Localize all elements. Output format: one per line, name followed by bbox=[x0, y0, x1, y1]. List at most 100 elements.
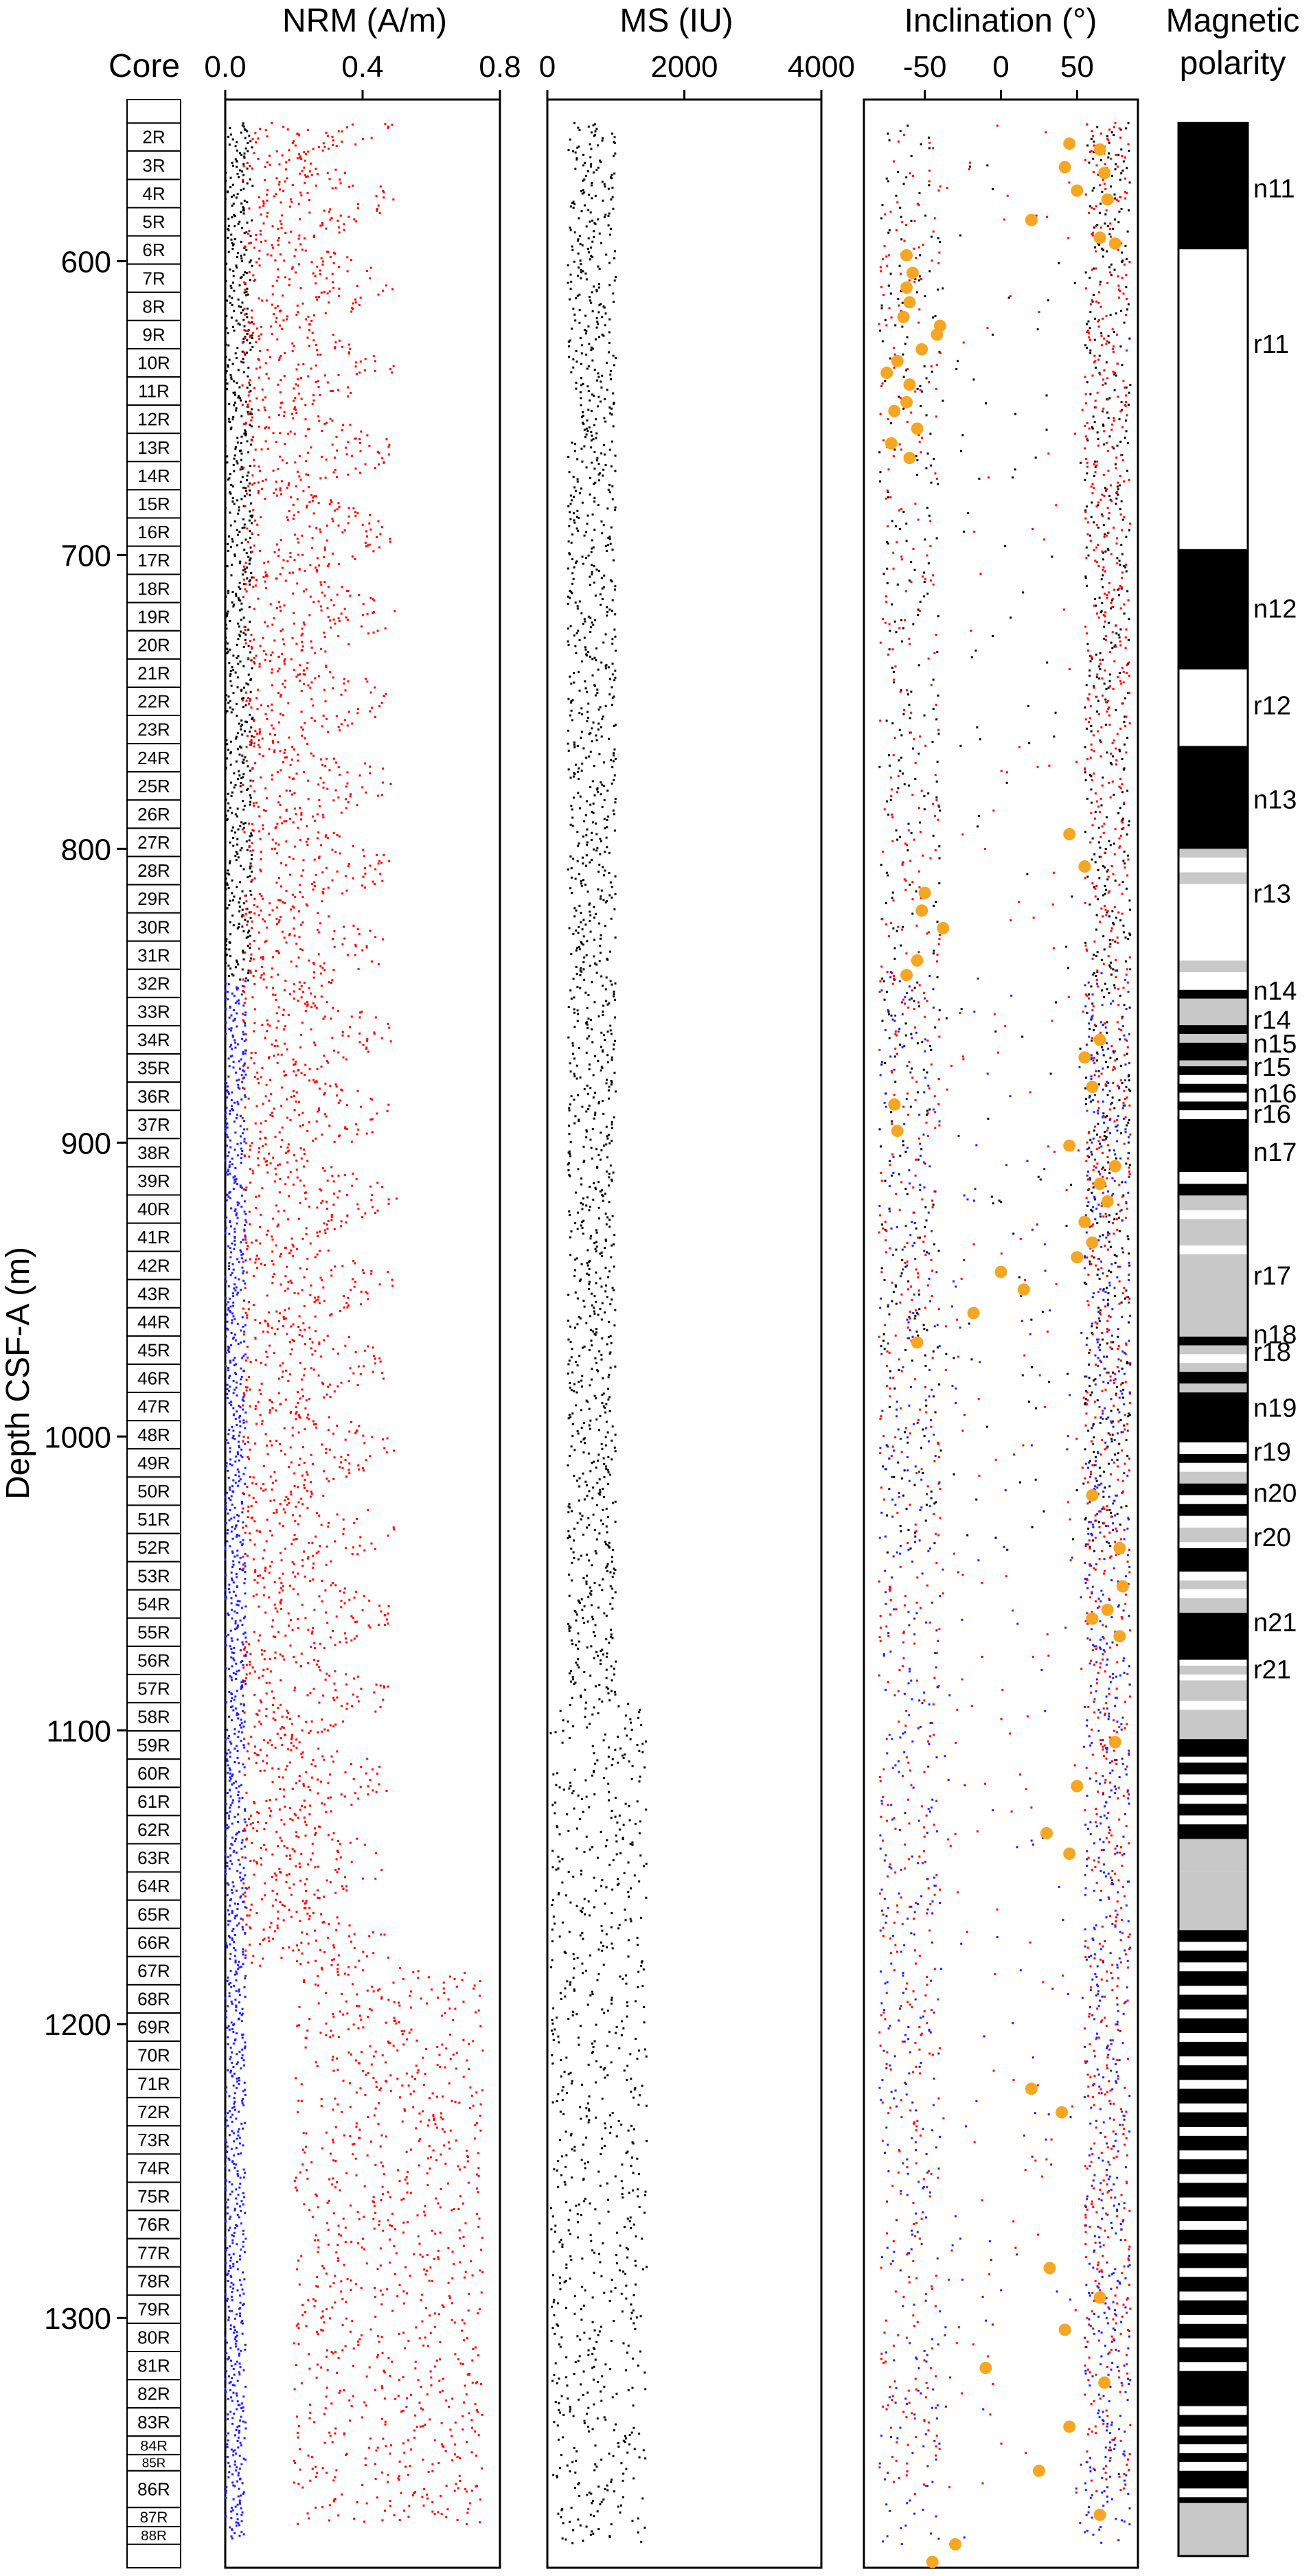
nrm-point bbox=[279, 1502, 282, 1505]
nrm-point bbox=[293, 997, 295, 1000]
nrm-point bbox=[241, 124, 244, 127]
core-box bbox=[126, 2407, 181, 2437]
nrm-point bbox=[354, 301, 357, 303]
nrm-point bbox=[262, 972, 265, 975]
nrm-point bbox=[230, 1251, 233, 1254]
nrm-point bbox=[302, 621, 305, 624]
nrm-point bbox=[421, 2320, 424, 2323]
nrm-point bbox=[236, 1217, 239, 1219]
nrm-point bbox=[351, 123, 354, 126]
nrm-point bbox=[351, 306, 354, 309]
nrm-point bbox=[242, 206, 244, 209]
nrm-point bbox=[362, 1269, 365, 1272]
nrm-point bbox=[235, 1071, 238, 1074]
core-label: 51R bbox=[137, 1509, 170, 1530]
nrm-point bbox=[243, 232, 246, 235]
nrm-point bbox=[318, 1666, 321, 1668]
nrm-point bbox=[240, 1500, 243, 1503]
nrm-point bbox=[299, 1046, 302, 1049]
nrm-point bbox=[297, 2323, 299, 2325]
nrm-point bbox=[227, 1057, 230, 1060]
nrm-point bbox=[252, 274, 255, 277]
nrm-point bbox=[377, 2122, 380, 2125]
nrm-point bbox=[274, 1747, 277, 1749]
nrm-point bbox=[227, 1285, 230, 1288]
nrm-point bbox=[317, 1298, 319, 1301]
nrm-point bbox=[230, 1404, 233, 1407]
nrm-point bbox=[264, 713, 267, 715]
nrm-point bbox=[244, 1049, 247, 1052]
nrm-point bbox=[364, 872, 367, 875]
nrm-point bbox=[447, 1998, 450, 2001]
nrm-point bbox=[344, 1127, 347, 1130]
nrm-point bbox=[442, 2378, 445, 2380]
nrm-point bbox=[242, 632, 245, 634]
nrm-point bbox=[405, 2038, 408, 2040]
nrm-point bbox=[327, 1429, 330, 1431]
nrm-point bbox=[234, 1482, 237, 1484]
nrm-point bbox=[265, 372, 268, 375]
nrm-point bbox=[288, 855, 291, 858]
nrm-point bbox=[293, 1472, 296, 1475]
nrm-point bbox=[238, 305, 240, 308]
nrm-point bbox=[240, 481, 242, 483]
nrm-point bbox=[229, 492, 232, 495]
nrm-point bbox=[330, 1269, 333, 1272]
nrm-point bbox=[251, 550, 253, 553]
nrm-point bbox=[321, 224, 324, 227]
nrm-point bbox=[297, 1572, 299, 1575]
nrm-point bbox=[279, 1255, 282, 1258]
nrm-point bbox=[245, 746, 248, 748]
nrm-point bbox=[273, 1045, 276, 1048]
nrm-point bbox=[468, 2068, 470, 2071]
nrm-point bbox=[245, 900, 248, 903]
nrm-point bbox=[241, 384, 244, 387]
nrm-point bbox=[284, 658, 286, 660]
nrm-point bbox=[258, 1709, 261, 1712]
nrm-point bbox=[225, 1574, 227, 1576]
nrm-point bbox=[240, 1142, 242, 1145]
nrm-point bbox=[242, 823, 245, 825]
nrm-point bbox=[354, 437, 356, 440]
nrm-point bbox=[248, 606, 251, 608]
nrm-point bbox=[343, 1295, 345, 1298]
nrm-point bbox=[306, 1129, 309, 1132]
nrm-point bbox=[462, 2235, 465, 2238]
nrm-point bbox=[330, 1313, 333, 1315]
nrm-point bbox=[334, 1644, 337, 1646]
nrm-point bbox=[367, 1509, 369, 1512]
nrm-point bbox=[245, 1379, 248, 1381]
core-label: 77R bbox=[137, 2242, 170, 2263]
nrm-point bbox=[263, 1769, 266, 1772]
nrm-point bbox=[464, 2270, 467, 2273]
nrm-point bbox=[227, 702, 230, 704]
nrm-point bbox=[319, 531, 322, 533]
nrm-point bbox=[236, 714, 238, 717]
nrm-point bbox=[349, 424, 352, 426]
nrm-point bbox=[289, 1644, 292, 1647]
nrm-point bbox=[256, 1862, 259, 1865]
nrm-point bbox=[255, 1258, 258, 1261]
nrm-point bbox=[320, 1355, 323, 1358]
nrm-point bbox=[313, 881, 316, 884]
nrm-point bbox=[323, 2441, 326, 2444]
nrm-point bbox=[451, 2397, 454, 2400]
nrm-point bbox=[323, 689, 326, 691]
nrm-point bbox=[330, 217, 333, 220]
nrm-point bbox=[277, 1223, 280, 1226]
nrm-point bbox=[241, 170, 244, 173]
nrm-point bbox=[278, 1591, 281, 1594]
nrm-point bbox=[233, 1039, 236, 1042]
nrm-point bbox=[320, 2104, 323, 2107]
nrm-point bbox=[233, 1610, 236, 1613]
nrm-point bbox=[250, 953, 253, 956]
nrm-point bbox=[308, 329, 311, 332]
nrm-point bbox=[295, 643, 298, 645]
nrm-point bbox=[288, 1624, 290, 1627]
nrm-point bbox=[379, 1705, 382, 1708]
nrm-point bbox=[337, 2224, 340, 2227]
nrm-point bbox=[282, 1946, 284, 1949]
nrm-point bbox=[407, 2221, 409, 2224]
nrm-point bbox=[342, 1056, 345, 1059]
nrm-point bbox=[308, 1397, 310, 1400]
